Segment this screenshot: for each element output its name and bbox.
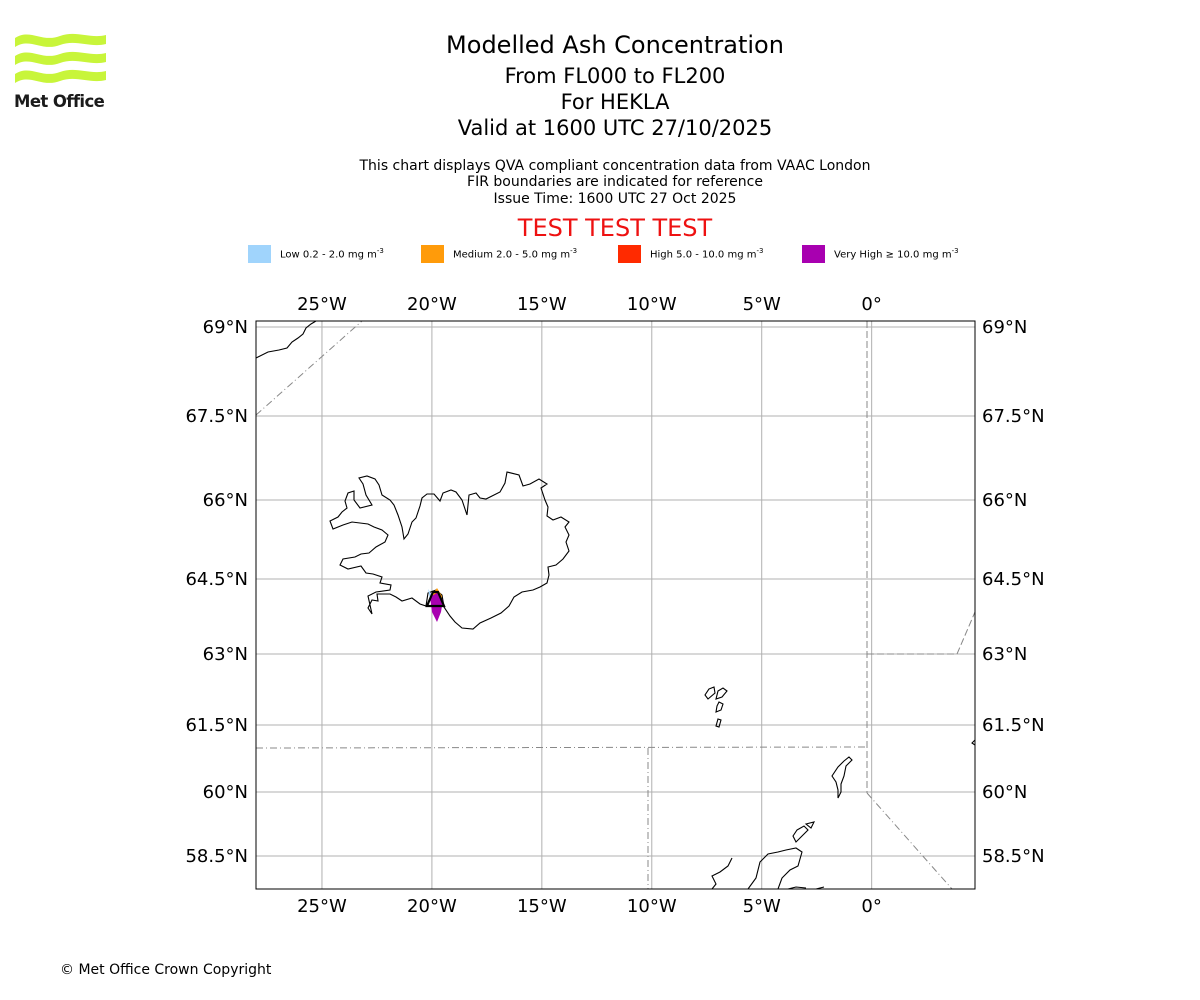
axis-labels: 25°W 25°W 20°W 20°W 15°W 15°W 10°W 10°W 5°W 5°W 0°… — [185, 294, 1044, 917]
coastline-orkney — [792, 821, 816, 843]
lat-label-right: 69°N — [982, 317, 1027, 338]
lat-label-left: 61.5°N — [185, 715, 248, 736]
legend-swatch-low — [248, 245, 271, 263]
coastline-faroe-3 — [715, 701, 724, 713]
lat-label-left: 66°N — [203, 490, 248, 511]
logo-text: Met Office — [14, 92, 105, 111]
issue-time: Issue Time: 1600 UTC 27 Oct 2025 — [493, 191, 737, 207]
map-frame — [255, 320, 976, 890]
lon-label-bottom: 0° — [861, 896, 881, 917]
lat-label-left: 60°N — [203, 782, 248, 803]
legend-item-low: Low 0.2 - 2.0 mg m-3 — [248, 244, 384, 264]
lon-label-bottom: 20°W — [407, 896, 457, 917]
graticule — [256, 321, 975, 889]
description-line-1: This chart displays QVA compliant concen… — [359, 158, 871, 174]
coastline-faroe-1 — [704, 686, 716, 700]
lat-label-right: 66°N — [982, 490, 1027, 511]
lon-label-top: 20°W — [407, 294, 457, 315]
lat-label-right: 63°N — [982, 644, 1027, 665]
chart-title: Modelled Ash Concentration — [446, 31, 784, 59]
coastline-iceland — [329, 471, 570, 630]
lon-label-bottom: 5°W — [743, 896, 781, 917]
lat-label-right: 58.5°N — [982, 846, 1045, 867]
lon-label-top: 15°W — [517, 294, 567, 315]
logo-waves-icon — [15, 33, 106, 83]
legend-swatch-high — [618, 245, 641, 263]
coastline-greenland — [256, 321, 317, 359]
lon-label-top: 5°W — [743, 294, 781, 315]
coastline-shetland — [831, 756, 853, 799]
fir-boundary-southeast — [866, 792, 953, 889]
legend-item-high: High 5.0 - 10.0 mg m-3 — [618, 244, 763, 264]
lon-label-bottom: 10°W — [627, 896, 677, 917]
lat-label-right: 64.5°N — [982, 569, 1045, 590]
legend-label-low: Low 0.2 - 2.0 mg m-3 — [280, 247, 384, 261]
lon-label-top: 0° — [861, 294, 881, 315]
coastline-scotland-islands — [711, 847, 803, 889]
lon-label-top: 25°W — [297, 294, 347, 315]
legend-label-medium: Medium 2.0 - 5.0 mg m-3 — [453, 247, 578, 261]
lat-label-left: 69°N — [203, 317, 248, 338]
valid-time: Valid at 1600 UTC 27/10/2025 — [457, 116, 773, 140]
lat-label-left: 63°N — [203, 644, 248, 665]
coastline-east-edge — [971, 739, 975, 746]
lon-label-bottom: 25°W — [297, 896, 347, 917]
legend-swatch-very-high — [802, 245, 825, 263]
copyright-notice: © Met Office Crown Copyright — [60, 962, 272, 978]
legend-item-medium: Medium 2.0 - 5.0 mg m-3 — [421, 244, 577, 264]
fir-boundary-iceland-norway — [256, 321, 363, 416]
coastline-faroe-2 — [715, 687, 728, 700]
coastlines — [256, 321, 975, 889]
lat-label-left: 67.5°N — [185, 406, 248, 427]
flight-level-range: From FL000 to FL200 — [504, 64, 726, 88]
lat-label-right: 67.5°N — [982, 406, 1045, 427]
coastline-faroe-4 — [715, 718, 722, 728]
lon-label-bottom: 15°W — [517, 896, 567, 917]
lon-label-top: 10°W — [627, 294, 677, 315]
description-line-2: FIR boundaries are indicated for referen… — [467, 174, 763, 190]
legend-item-very-high: Very High ≥ 10.0 mg m-3 — [802, 244, 959, 264]
lat-label-left: 58.5°N — [185, 846, 248, 867]
ash-cloud — [425, 588, 446, 622]
fir-boundaries — [256, 321, 975, 889]
fir-boundary-61n — [256, 746, 868, 749]
legend-swatch-medium — [421, 245, 444, 263]
legend-label-very-high: Very High ≥ 10.0 mg m-3 — [834, 247, 959, 261]
lat-label-right: 61.5°N — [982, 715, 1045, 736]
volcano-name: For HEKLA — [560, 90, 670, 114]
met-office-logo: Met Office — [14, 30, 109, 112]
lat-label-right: 60°N — [982, 782, 1027, 803]
test-banner: TEST TEST TEST — [517, 214, 713, 242]
lat-label-left: 64.5°N — [185, 569, 248, 590]
legend-label-high: High 5.0 - 10.0 mg m-3 — [650, 247, 764, 261]
volcano-marker-icon — [425, 590, 446, 608]
fir-boundary-63n-east — [867, 611, 975, 655]
ash-area-very-high — [430, 593, 443, 622]
